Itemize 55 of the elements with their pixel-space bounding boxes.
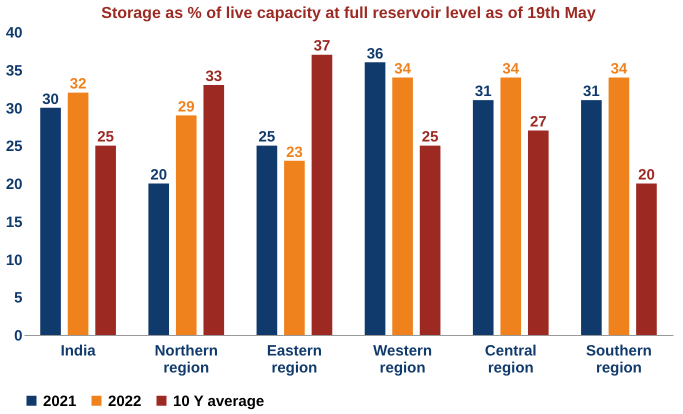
x-tick-label: Western region: [373, 342, 432, 376]
bar: [420, 146, 440, 335]
bar: [68, 92, 88, 335]
bar: [203, 85, 224, 335]
y-tick-label: 40: [6, 24, 22, 42]
data-label: 20: [638, 166, 655, 184]
data-label: 30: [42, 90, 59, 108]
x-tick-label: Central region: [484, 342, 537, 376]
x-tick-label: Eastern region: [266, 342, 322, 376]
legend-label: 2021: [43, 392, 76, 410]
bar: [581, 100, 602, 335]
data-label: 36: [366, 45, 384, 62]
data-label: 33: [205, 68, 222, 86]
bar: [312, 54, 332, 335]
data-label: 25: [258, 128, 276, 146]
bar: [608, 77, 630, 335]
bar: [392, 77, 413, 335]
y-tick-label: 35: [6, 62, 22, 80]
y-tick-label: 0: [14, 328, 22, 344]
bar: [284, 160, 305, 335]
bar: [256, 146, 278, 335]
data-label: 34: [502, 60, 520, 78]
bar: [500, 77, 522, 335]
bar: [364, 62, 386, 335]
y-tick-label: 15: [6, 214, 22, 231]
bar: [528, 130, 549, 335]
x-tick-label: India: [60, 342, 96, 360]
data-label: 29: [178, 98, 195, 116]
data-label: 32: [70, 76, 86, 93]
data-label: 37: [314, 38, 330, 55]
bar: [95, 146, 116, 335]
y-tick-label: 30: [6, 100, 22, 118]
x-tick-label: Northern region: [154, 342, 218, 376]
data-label: 20: [150, 166, 168, 184]
data-label: 25: [422, 128, 438, 146]
bar: [472, 100, 494, 335]
data-label: 34: [610, 60, 628, 78]
y-tick-label: 25: [6, 138, 22, 156]
data-label: 31: [583, 83, 600, 100]
bar: [148, 184, 170, 335]
y-tick-label: 5: [14, 290, 22, 307]
data-label: 25: [97, 128, 114, 146]
data-label: 31: [474, 83, 492, 100]
legend-label: 2022: [108, 392, 142, 410]
data-label: 23: [286, 144, 303, 161]
data-label: 34: [394, 60, 412, 78]
x-tick-label: Southern region: [586, 342, 652, 376]
data-label: 27: [530, 113, 547, 130]
bar: [40, 108, 61, 335]
legend-label: 10 Y average: [173, 392, 264, 410]
chart-title: Storage as % of live capacity at full reservoir level as of 19th May: [101, 5, 596, 22]
bar: [636, 184, 657, 335]
y-tick-label: 20: [6, 176, 22, 193]
y-tick-label: 10: [6, 252, 22, 269]
bar: [176, 115, 197, 335]
